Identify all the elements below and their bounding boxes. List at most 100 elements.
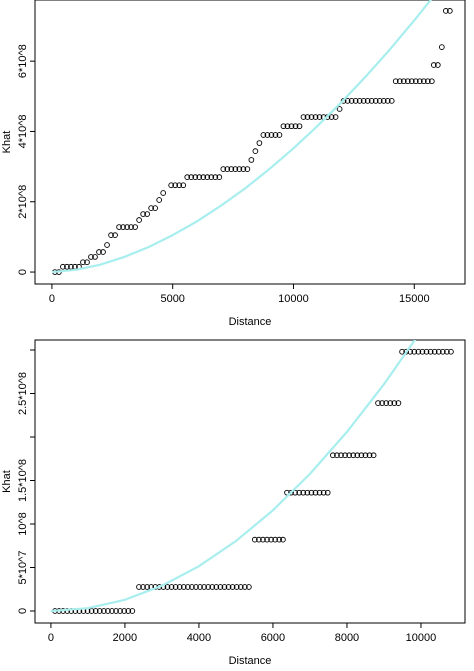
point xyxy=(136,217,142,223)
point xyxy=(308,114,315,120)
point xyxy=(324,489,331,496)
point xyxy=(316,114,323,120)
point xyxy=(237,584,244,590)
point xyxy=(120,224,126,230)
x-tick-label: 10000 xyxy=(406,632,437,644)
point xyxy=(334,452,340,459)
point xyxy=(60,263,66,270)
point xyxy=(156,197,163,203)
point xyxy=(136,584,142,590)
point xyxy=(140,584,146,590)
point xyxy=(372,98,379,104)
point xyxy=(168,584,175,590)
point xyxy=(236,166,243,172)
point xyxy=(316,489,323,496)
y-tick-label: 6*10^8 xyxy=(17,44,29,78)
point xyxy=(125,608,132,614)
point xyxy=(100,608,107,614)
point xyxy=(430,62,437,68)
y-tick-label: 0 xyxy=(17,269,29,275)
y-axis-title: Khat xyxy=(1,131,13,154)
point xyxy=(201,584,207,590)
point xyxy=(447,8,453,14)
point xyxy=(184,584,191,590)
point xyxy=(197,584,203,590)
point xyxy=(68,263,74,270)
point xyxy=(193,584,199,590)
point xyxy=(260,132,267,138)
point xyxy=(404,78,411,85)
point xyxy=(204,174,211,180)
point xyxy=(411,348,418,355)
point xyxy=(112,232,118,238)
point xyxy=(312,114,319,120)
point xyxy=(105,608,111,614)
point xyxy=(442,8,449,14)
point xyxy=(428,78,435,85)
point xyxy=(252,148,259,154)
point xyxy=(419,348,426,355)
point xyxy=(132,224,138,230)
x-tick-label: 0 xyxy=(49,293,55,305)
point xyxy=(288,489,294,496)
y-tick-label: 2.5*10^8 xyxy=(17,372,29,415)
point xyxy=(121,608,128,614)
point xyxy=(420,78,427,85)
point xyxy=(246,584,252,590)
point xyxy=(304,489,311,496)
plot-area xyxy=(50,340,454,614)
point xyxy=(272,536,279,543)
point xyxy=(124,224,130,230)
point xyxy=(152,205,159,211)
point xyxy=(328,114,335,120)
point xyxy=(352,98,359,104)
x-tick-label: 4000 xyxy=(187,632,211,644)
point xyxy=(415,348,422,355)
point xyxy=(88,608,95,614)
point xyxy=(308,489,315,496)
point xyxy=(370,452,377,459)
point xyxy=(380,98,387,104)
point xyxy=(192,174,199,180)
point xyxy=(108,232,114,238)
point xyxy=(229,584,236,590)
point xyxy=(140,211,146,217)
point xyxy=(213,584,220,590)
point xyxy=(117,608,123,614)
point xyxy=(276,536,283,543)
point xyxy=(164,584,171,590)
x-tick-label: 2000 xyxy=(113,632,137,644)
point xyxy=(256,536,262,543)
point xyxy=(172,584,179,590)
point xyxy=(350,452,357,459)
point xyxy=(412,78,419,85)
point xyxy=(113,608,119,614)
point xyxy=(205,584,212,590)
point xyxy=(100,249,106,255)
point xyxy=(248,157,255,163)
point xyxy=(188,174,195,180)
point xyxy=(260,536,266,543)
point xyxy=(344,98,351,104)
point xyxy=(366,452,373,459)
point xyxy=(225,584,232,590)
point xyxy=(168,182,175,189)
point xyxy=(272,132,279,138)
point xyxy=(296,489,303,496)
point xyxy=(280,123,287,130)
x-tick-label: 6000 xyxy=(261,632,285,644)
point xyxy=(342,452,348,459)
point xyxy=(379,400,385,406)
point xyxy=(128,224,134,230)
point xyxy=(160,190,167,196)
point xyxy=(336,106,343,112)
point xyxy=(408,78,415,85)
point xyxy=(84,259,90,266)
x-tick-label: 15000 xyxy=(399,293,430,305)
point xyxy=(296,123,303,130)
point xyxy=(176,584,183,590)
point xyxy=(292,123,299,130)
chart: 0 2000 4000 6000 8000 10000 0 5*10^7 10^8 1.5*10^… xyxy=(1,339,466,667)
point xyxy=(276,132,283,138)
